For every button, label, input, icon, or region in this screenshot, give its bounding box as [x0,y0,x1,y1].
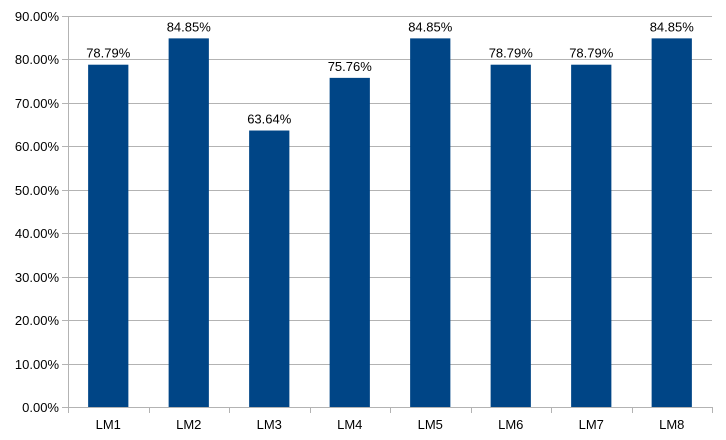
bar-lm6 [490,64,531,407]
bar-lm5 [410,38,451,407]
y-tick-label: 30.00% [15,270,60,285]
y-tick-label: 90.00% [15,9,60,24]
x-category-label: LM7 [579,417,604,432]
data-label: 75.76% [328,59,373,74]
bar-lm4 [329,77,370,407]
bar-lm3 [249,130,290,407]
data-label: 78.79% [569,46,614,61]
data-label: 63.64% [247,112,292,127]
x-category-label: LM4 [337,417,362,432]
y-tick-label: 80.00% [15,52,60,67]
data-label: 78.79% [489,46,534,61]
y-tick-label: 10.00% [15,357,60,372]
y-axis-ticks: 0.00% 10.00% 20.00% 30.00% 40.00% 50.00% 60.00… [15,9,60,415]
bars [88,38,692,407]
data-labels: 78.79% 84.85% 63.64% 75.76% 84.85% 78.79% 78.7… [86,19,694,126]
x-category-label: LM3 [257,417,282,432]
x-category-label: LM1 [96,417,121,432]
x-category-label: LM5 [418,417,443,432]
data-label: 84.85% [167,19,212,34]
y-tick-label: 40.00% [15,226,60,241]
x-category-label: LM8 [659,417,684,432]
bar-lm7 [571,64,612,407]
bar-lm8 [651,38,692,407]
bar-lm2 [168,38,209,407]
data-label: 84.85% [408,19,453,34]
data-label: 78.79% [86,46,131,61]
y-tick-label: 20.00% [15,313,60,328]
y-tick-label: 70.00% [15,96,60,111]
bar-lm1 [88,64,129,407]
y-tick-label: 60.00% [15,139,60,154]
y-tick-label: 0.00% [22,400,59,415]
data-label: 84.85% [650,19,695,34]
x-category-label: LM2 [176,417,201,432]
x-category-label: LM6 [498,417,523,432]
x-axis-categories: LM1 LM2 LM3 LM4 LM5 LM6 LM7 LM8 [96,417,685,432]
y-tick-label: 50.00% [15,183,60,198]
gridlines [62,16,713,413]
